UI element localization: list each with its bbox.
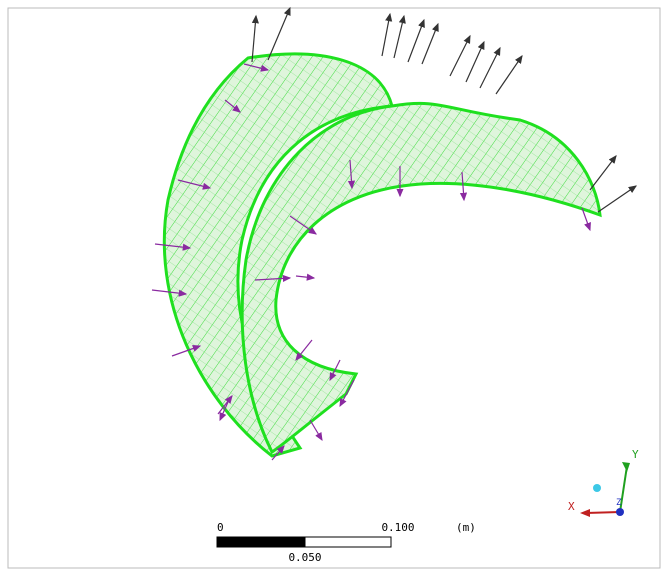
scale-start-label: 0 — [217, 521, 224, 534]
triad-y-label: Y — [632, 448, 639, 461]
blade-mesh — [164, 54, 600, 456]
triad-sphere — [593, 484, 601, 492]
scale-mid-label: 0.050 — [288, 551, 321, 564]
triad-x-label: X — [568, 500, 575, 513]
graphics-viewport: 0 0.100 (m) 0.050 Y X Z — [0, 0, 667, 569]
scale-bar-dark — [217, 537, 305, 547]
inner-blade — [242, 103, 600, 452]
axis-triad: Y X Z — [568, 448, 639, 517]
viewport-canvas: 0 0.100 (m) 0.050 Y X Z — [0, 0, 667, 569]
scale-unit: (m) — [456, 521, 476, 534]
scale-bar: 0 0.100 (m) 0.050 — [217, 521, 476, 564]
triad-x-axis — [586, 512, 620, 513]
scale-end-label: 0.100 — [381, 521, 414, 534]
triad-z-axis — [616, 508, 624, 516]
scale-bar-light — [305, 537, 391, 547]
triad-z-label: Z — [616, 498, 622, 508]
